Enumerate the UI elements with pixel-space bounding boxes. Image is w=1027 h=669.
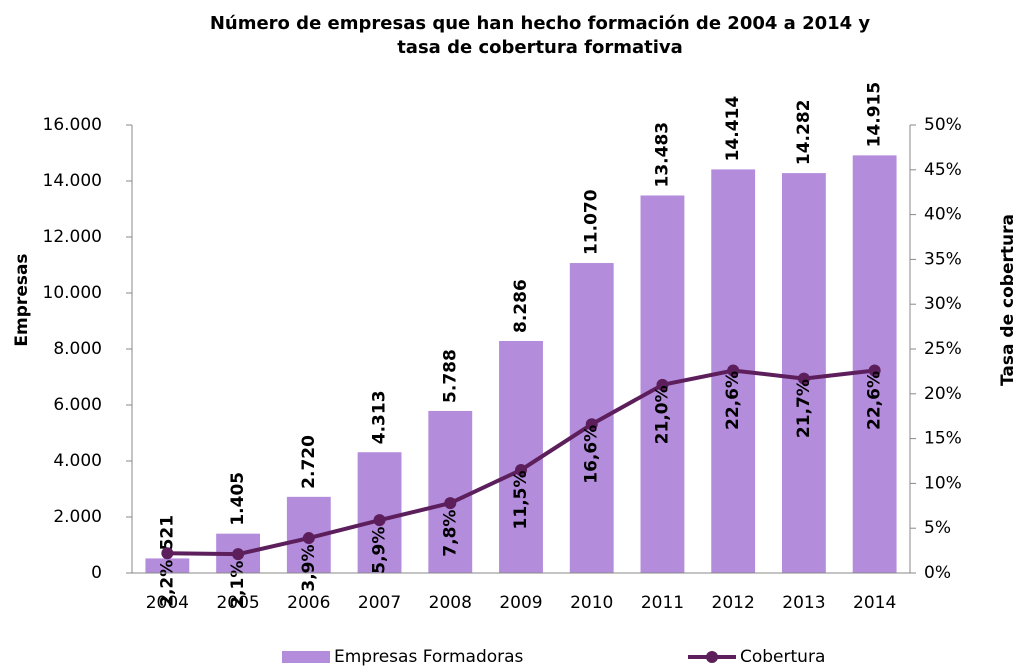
data-label: 22,6% bbox=[865, 371, 885, 430]
data-label: 21,7% bbox=[794, 379, 814, 438]
chart-title: Número de empresas que han hecho formaci… bbox=[210, 13, 871, 34]
data-label: 14.282 bbox=[794, 99, 814, 165]
data-label: 21,0% bbox=[652, 385, 672, 444]
data-label: 4.313 bbox=[370, 390, 390, 444]
data-label: 3,9% bbox=[299, 544, 319, 591]
line-marker bbox=[515, 463, 527, 476]
y2-tick-label: 35% bbox=[924, 249, 962, 269]
data-label: 13.483 bbox=[652, 122, 672, 188]
y-tick-label: 4.000 bbox=[53, 451, 102, 471]
data-label: 2,1% bbox=[228, 561, 248, 608]
data-label: 11.070 bbox=[582, 189, 602, 255]
line-marker bbox=[797, 372, 810, 385]
legend-label: Empresas Formadoras bbox=[334, 647, 524, 667]
y-tick-label: 16.000 bbox=[43, 115, 102, 135]
line-marker bbox=[373, 514, 386, 527]
y2-tick-label: 25% bbox=[924, 339, 962, 359]
y-tick-label: 8.000 bbox=[53, 339, 102, 359]
bar bbox=[357, 452, 402, 573]
line-marker bbox=[656, 378, 669, 391]
line-marker bbox=[161, 547, 174, 560]
y2-tick-label: 10% bbox=[924, 473, 962, 493]
data-label: 8.286 bbox=[511, 279, 531, 333]
y-tick-label: 2.000 bbox=[53, 507, 102, 527]
y-tick-label: 10.000 bbox=[43, 283, 102, 303]
data-label: 2.720 bbox=[299, 435, 319, 489]
bar bbox=[499, 340, 543, 573]
y2-tick-label: 40% bbox=[924, 205, 962, 225]
y-tick-label: 6.000 bbox=[53, 395, 102, 415]
data-label: 5.788 bbox=[440, 349, 460, 403]
y-tick-label: 0 bbox=[91, 563, 102, 583]
x-tick-label: 2012 bbox=[712, 593, 755, 613]
x-tick-label: 2009 bbox=[499, 593, 542, 613]
y2-tick-label: 0% bbox=[924, 563, 951, 583]
y2-tick-label: 5% bbox=[924, 518, 951, 538]
data-label: 22,6% bbox=[723, 371, 743, 430]
data-label: 7,8% bbox=[440, 510, 460, 557]
y2-axis-title: Tasa de cobertura bbox=[998, 214, 1018, 386]
x-tick-label: 2006 bbox=[287, 593, 330, 613]
y-tick-label: 14.000 bbox=[43, 171, 102, 191]
y2-tick-label: 15% bbox=[924, 429, 962, 449]
y2-tick-label: 20% bbox=[924, 384, 962, 404]
data-label: 5,9% bbox=[370, 527, 390, 574]
x-tick-label: 2004 bbox=[146, 593, 189, 613]
data-label: 1.405 bbox=[228, 472, 248, 526]
line-marker bbox=[232, 548, 245, 561]
y-axis-title: Empresas bbox=[12, 253, 32, 346]
x-tick-label: 2014 bbox=[853, 593, 896, 613]
bar bbox=[852, 155, 897, 573]
data-label: 14.414 bbox=[723, 96, 743, 162]
data-label: 11,5% bbox=[511, 470, 531, 529]
x-tick-label: 2011 bbox=[641, 593, 684, 613]
x-tick-label: 2008 bbox=[429, 593, 472, 613]
line-marker bbox=[727, 364, 740, 377]
y2-tick-label: 45% bbox=[924, 160, 962, 180]
bar bbox=[569, 263, 614, 573]
x-tick-label: 2013 bbox=[782, 593, 825, 613]
line-marker bbox=[302, 532, 315, 545]
x-tick-label: 2007 bbox=[358, 593, 401, 613]
x-tick-label: 2010 bbox=[570, 593, 613, 613]
legend-label: Cobertura bbox=[740, 647, 825, 667]
line-marker bbox=[444, 497, 457, 510]
line-marker bbox=[868, 364, 881, 377]
y-tick-label: 12.000 bbox=[43, 227, 102, 247]
y2-tick-label: 30% bbox=[924, 294, 962, 314]
legend-swatch bbox=[282, 651, 330, 663]
data-label: 2,2% bbox=[157, 560, 177, 607]
x-tick-label: 2005 bbox=[216, 593, 259, 613]
data-label: 14.915 bbox=[865, 82, 885, 148]
legend-swatch bbox=[706, 651, 718, 663]
data-label: 521 bbox=[157, 515, 177, 551]
bar bbox=[145, 558, 190, 573]
chart-title: tasa de cobertura formativa bbox=[397, 37, 683, 58]
y2-tick-label: 50% bbox=[924, 115, 962, 135]
data-label: 16,6% bbox=[582, 425, 602, 484]
line-marker bbox=[585, 418, 598, 431]
bar bbox=[428, 410, 473, 573]
